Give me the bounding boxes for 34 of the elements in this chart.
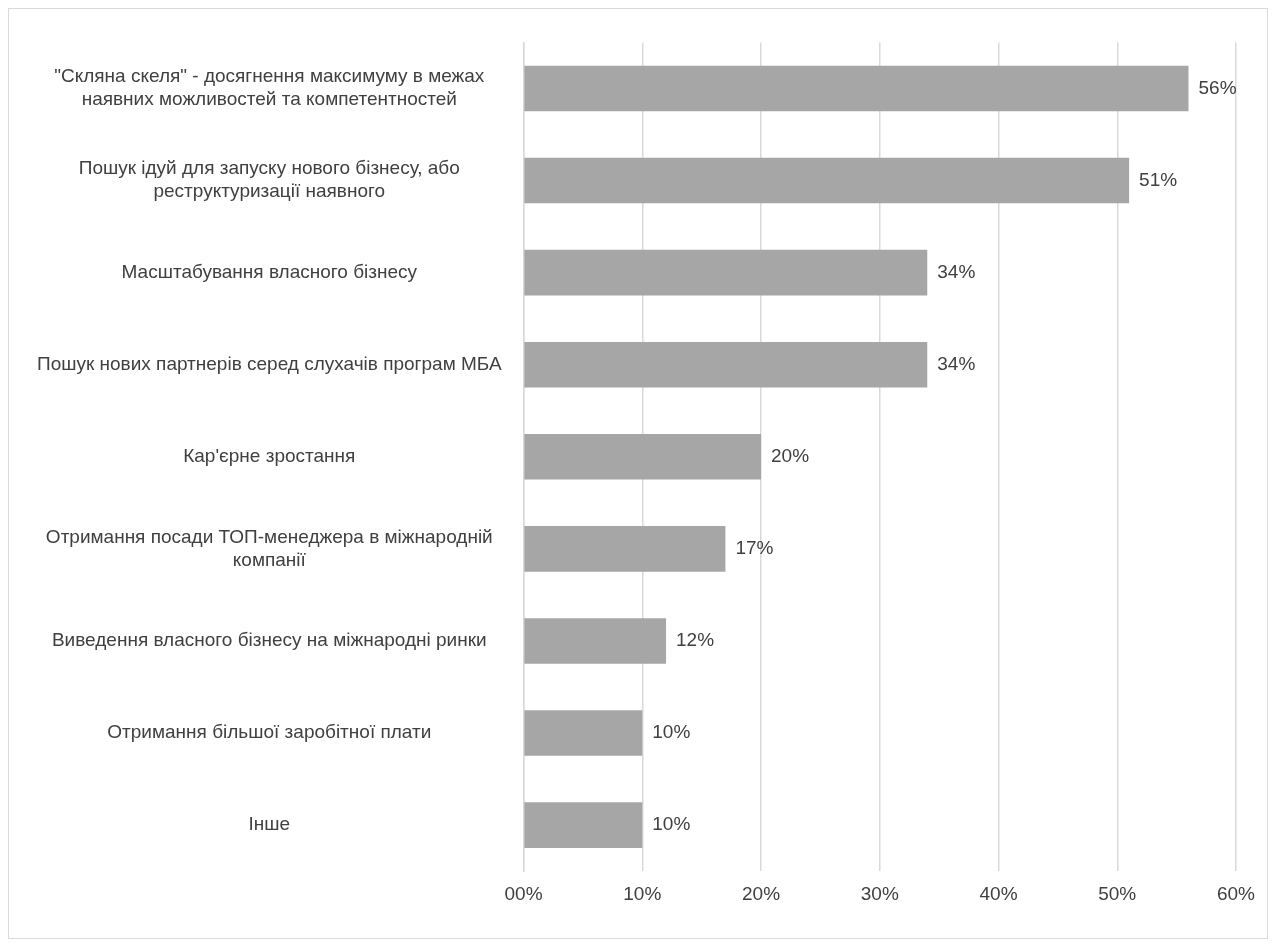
data-label: 34% bbox=[937, 352, 976, 374]
bar bbox=[524, 65, 1189, 112]
data-label: 20% bbox=[771, 445, 810, 467]
data-label: 51% bbox=[1139, 168, 1178, 190]
x-tick-label: 20% bbox=[742, 882, 781, 904]
y-tick-label: "Скляна скеля" - досягнення максимуму в межах наявних можливостей та компетентностей bbox=[54, 65, 485, 110]
data-label: 10% bbox=[652, 813, 691, 835]
data-label: 12% bbox=[676, 629, 715, 651]
bar bbox=[524, 157, 1130, 204]
x-tick-label: 30% bbox=[860, 882, 899, 904]
bar bbox=[524, 710, 643, 756]
bar bbox=[524, 802, 643, 848]
y-tick-label: Пошук нових партнерів серед слухачів програм МБА bbox=[37, 352, 502, 374]
data-label: 17% bbox=[735, 537, 774, 559]
y-tick-label: Отримання більшої заробітної плати bbox=[107, 721, 432, 743]
bar bbox=[524, 249, 928, 296]
x-tick-label: 40% bbox=[979, 882, 1018, 904]
bar bbox=[524, 434, 762, 480]
data-label: 34% bbox=[937, 260, 976, 282]
data-label: 10% bbox=[652, 721, 691, 743]
bar bbox=[524, 618, 667, 664]
data-label: 56% bbox=[1198, 76, 1237, 98]
y-tick-label: Кар'єрне зростання bbox=[183, 445, 356, 467]
bar bbox=[524, 526, 726, 572]
y-tick-label: Отримання посади ТОП-менеджера в міжнародній компанії bbox=[45, 525, 493, 570]
y-tick-label: Масштабування власного бізнесу bbox=[121, 260, 418, 282]
x-tick-label: 60% bbox=[1216, 882, 1256, 904]
x-tick-label: 50% bbox=[1098, 882, 1137, 904]
x-tick-label: 10% bbox=[623, 882, 662, 904]
y-tick-label: Пошук ідуй для запуску нового бізнесу, або реструктуризації наявного bbox=[78, 157, 460, 202]
x-tick-label: 00% bbox=[504, 882, 543, 904]
y-tick-label: Виведення власного бізнесу на міжнародні ринки bbox=[51, 629, 487, 651]
y-tick-label: Інше bbox=[248, 813, 291, 835]
bar bbox=[524, 341, 928, 388]
